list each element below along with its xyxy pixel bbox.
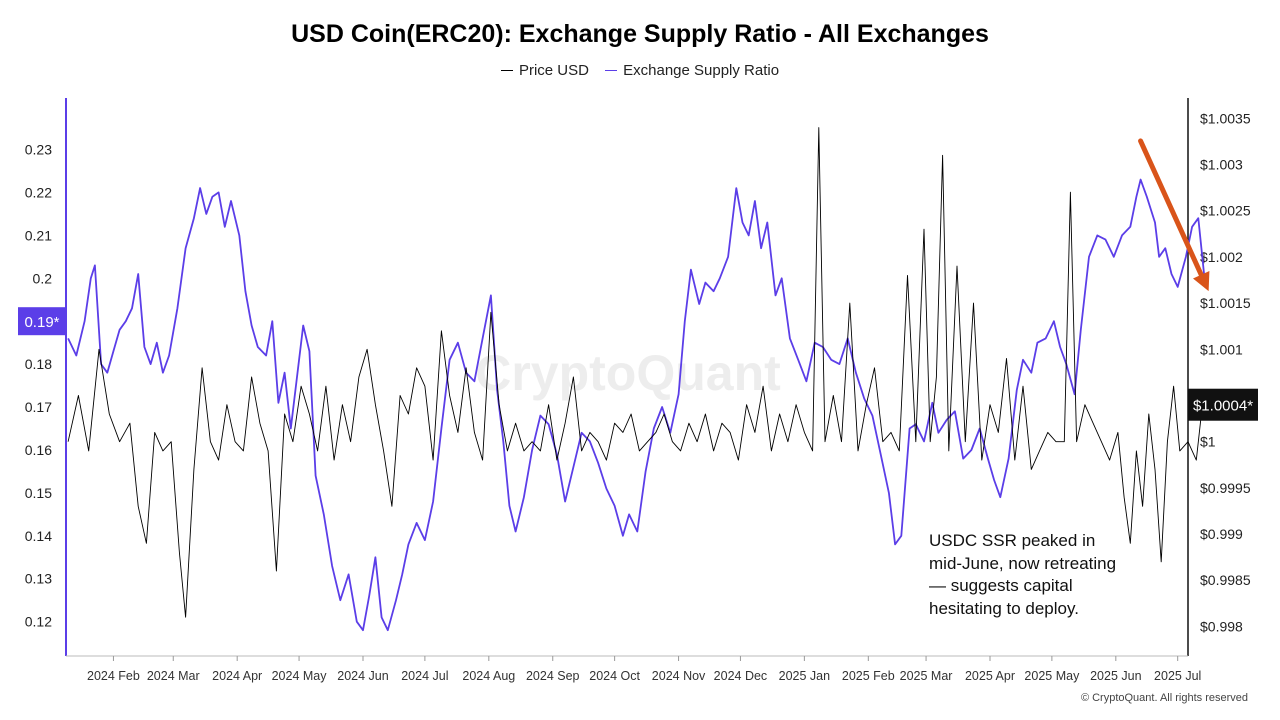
y-right-tick-label: $0.998	[1200, 618, 1243, 634]
x-tick-label: 2024 Dec	[714, 669, 768, 683]
y-right-tick-label: $1.0035	[1200, 110, 1251, 126]
right-value-marker-label: $1.0004*	[1193, 398, 1253, 415]
y-left-tick-label: 0.23	[25, 142, 52, 158]
x-tick-label: 2024 Nov	[652, 669, 706, 683]
y-left-tick-label: 0.14	[25, 528, 52, 544]
x-tick-label: 2025 Feb	[842, 669, 895, 683]
x-tick-label: 2025 Apr	[965, 669, 1015, 683]
legend-item-ratio[interactable]: Exchange Supply Ratio	[605, 62, 779, 79]
watermark-text: CryptoQuant	[475, 345, 781, 401]
y-right-tick-label: $1	[1200, 434, 1216, 450]
y-left-tick-label: 0.2	[33, 270, 53, 286]
legend-swatch-price	[500, 69, 513, 71]
y-left-tick-label: 0.21	[25, 227, 52, 243]
y-right-tick-label: $0.9995	[1200, 480, 1251, 496]
y-right-tick-label: $1.002	[1200, 249, 1243, 265]
annotation-text: USDC SSR peaked in mid-June, now retreat…	[929, 531, 1117, 618]
x-tick-label: 2024 Aug	[462, 669, 515, 683]
x-tick-label: 2024 Jul	[401, 669, 448, 683]
x-tick-label: 2025 Jun	[1090, 669, 1141, 683]
x-tick-label: 2025 Jan	[779, 669, 830, 683]
y-right-tick-label: $1.001	[1200, 341, 1243, 357]
left-value-marker-label: 0.19*	[24, 314, 59, 331]
series-line-price-usd	[67, 127, 1203, 618]
legend-label-price: Price USD	[518, 62, 589, 79]
y-right-tick-label: $0.9985	[1200, 572, 1251, 588]
x-tick-label: 2024 Oct	[589, 669, 640, 683]
marker-layer: 0.19* $1.0004*	[18, 138, 1258, 421]
legend-item-price[interactable]: Price USD	[500, 62, 589, 79]
x-tick-label: 2024 May	[272, 669, 328, 683]
y-right-tick-label: $1.003	[1200, 157, 1243, 173]
x-tick-label: 2025 Mar	[900, 669, 953, 683]
y-left-tick-label: 0.15	[25, 485, 52, 501]
trend-arrow-head	[1192, 271, 1210, 292]
copyright-credit: © CryptoQuant. All rights reserved	[1080, 692, 1248, 704]
left-value-marker-bg	[18, 307, 66, 336]
x-tick-label: 2024 Mar	[147, 669, 200, 683]
y-left-tick-label: 0.17	[25, 399, 52, 415]
axes-layer: 0.120.130.140.150.160.170.180.190.20.210…	[25, 98, 1251, 683]
series-line-exchange-supply-ratio	[67, 178, 1206, 632]
x-tick-label: 2024 Apr	[212, 669, 262, 683]
y-left-tick-label: 0.22	[25, 184, 52, 200]
chart-title: USD Coin(ERC20): Exchange Supply Ratio -…	[291, 20, 989, 48]
y-right-tick-label: $1.0025	[1200, 203, 1251, 219]
y-right-tick-label: $0.999	[1200, 526, 1243, 542]
trend-arrow-shaft	[1138, 138, 1204, 278]
x-tick-label: 2024 Jun	[337, 669, 388, 683]
x-tick-label: 2025 May	[1024, 669, 1080, 683]
series-layer	[67, 127, 1206, 632]
legend-label-ratio: Exchange Supply Ratio	[623, 62, 780, 79]
x-tick-label: 2025 Jul	[1154, 669, 1201, 683]
x-tick-label: 2024 Feb	[87, 669, 140, 683]
chart-legend: Price USD Exchange Supply Ratio	[0, 62, 1280, 79]
x-tick-label: 2024 Sep	[526, 669, 580, 683]
y-right-tick-label: $1.0015	[1200, 295, 1251, 311]
y-left-tick-label: 0.12	[25, 614, 52, 630]
legend-swatch-ratio	[605, 69, 618, 71]
y-left-tick-label: 0.16	[25, 442, 52, 458]
y-left-tick-label: 0.13	[25, 571, 52, 587]
y-left-tick-label: 0.18	[25, 356, 52, 372]
right-value-marker-bg	[1188, 388, 1258, 421]
